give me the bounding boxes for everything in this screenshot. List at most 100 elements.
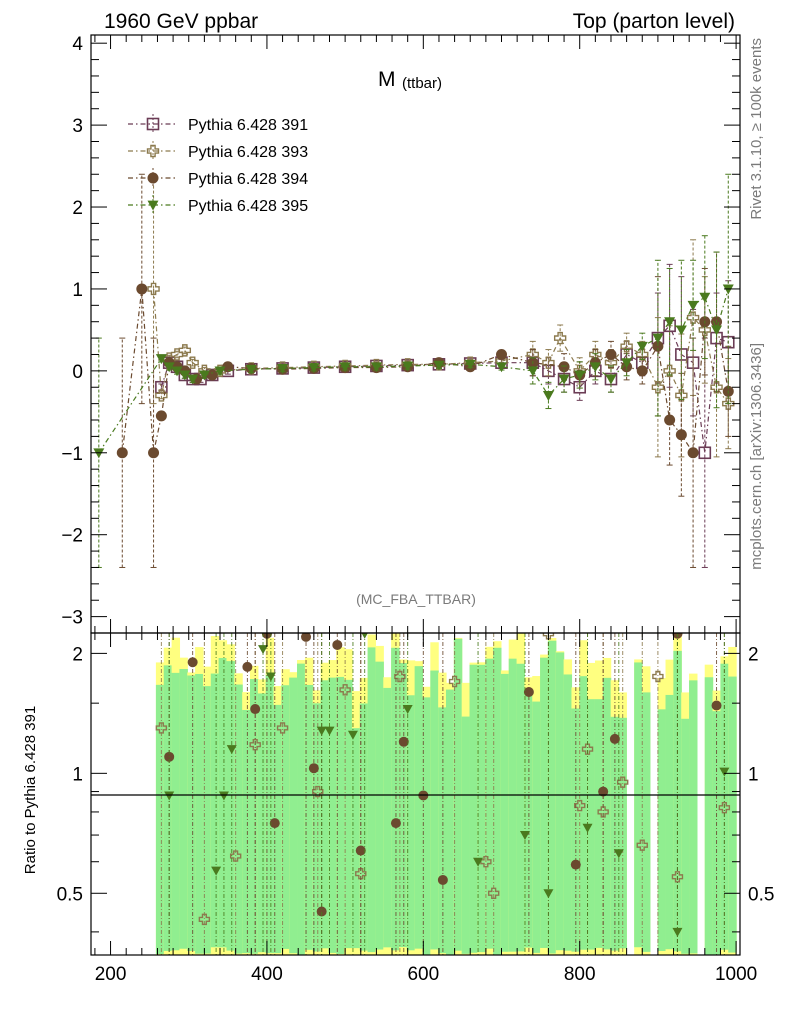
y-tick-label-main: 4 <box>72 34 83 55</box>
data-point <box>589 362 601 373</box>
ratio-band-green <box>359 703 369 951</box>
y-tick-label-ratio-right: 1 <box>748 764 759 785</box>
legend-marker <box>146 117 160 131</box>
ratio-band-green <box>179 669 188 949</box>
ratio-point <box>519 831 530 841</box>
ratio-band-green <box>187 675 196 952</box>
ratio-band-green <box>438 707 447 954</box>
ratio-point <box>636 839 648 851</box>
ratio-band-green <box>445 689 455 955</box>
ratio-point <box>718 801 731 814</box>
ratio-band-green <box>430 670 439 950</box>
ratio-point <box>229 850 242 862</box>
ratio-point <box>582 823 593 833</box>
ratio-point <box>269 818 280 829</box>
ratio-band-green <box>163 665 173 951</box>
data-point <box>163 362 175 373</box>
ratio-band-green <box>398 663 408 948</box>
ratio-point <box>301 633 312 642</box>
data-point <box>605 374 617 385</box>
data-point <box>675 389 688 402</box>
ratio-point <box>226 745 237 755</box>
ratio-band-green <box>351 728 361 949</box>
data-point <box>93 448 105 459</box>
ratio-band-green <box>406 695 416 951</box>
ratio-point <box>316 906 327 917</box>
data-point <box>433 360 445 371</box>
ratio-band-green <box>344 679 353 949</box>
ratio-band-green <box>594 699 604 948</box>
ratio-point <box>250 704 261 715</box>
data-point <box>464 359 476 370</box>
ratio-band-green <box>281 685 290 949</box>
ratio-point <box>249 738 261 751</box>
ratio-point <box>276 722 289 734</box>
ratio-point <box>332 639 343 650</box>
ratio-point <box>308 763 319 774</box>
ratio-point <box>617 776 629 788</box>
header-right: Top (parton level) <box>573 10 735 33</box>
ratio-point <box>487 887 500 899</box>
ratio-band-green <box>265 674 275 954</box>
legend-label: Pythia 6.428 394 <box>188 171 308 188</box>
x-tick-label: 1000 <box>715 964 757 985</box>
data-point <box>245 364 257 375</box>
ratio-point <box>361 633 368 639</box>
data-point <box>542 391 554 401</box>
data-point <box>698 323 712 337</box>
ratio-point <box>324 726 335 736</box>
ratio-band-green <box>273 704 282 954</box>
ratio-band-green <box>555 652 565 951</box>
main-data <box>93 173 735 568</box>
ratio-band-green <box>218 658 228 948</box>
ratio-ylabel: Ratio to Pythia 6.428 391 <box>22 706 39 874</box>
ratio-band-green <box>312 703 322 952</box>
ratio-band-green <box>171 672 181 951</box>
data-point <box>308 363 320 374</box>
y-tick-label-ratio: 2 <box>72 644 83 665</box>
ratio-band-green <box>242 709 251 954</box>
ratio-point <box>390 818 401 829</box>
ratio-point <box>402 705 413 715</box>
ratio-band-green <box>508 658 518 952</box>
data-point <box>620 340 633 353</box>
legend-marker <box>147 172 159 184</box>
data-point <box>687 447 699 459</box>
x-tick-label: 200 <box>95 964 127 985</box>
data-point <box>178 344 192 357</box>
mcplots-label: mcplots.cern.ch [arXiv:1306.3436] <box>748 343 765 570</box>
ratio-band-green <box>704 677 714 955</box>
ratio-band-green <box>391 647 400 951</box>
data-point <box>687 300 699 311</box>
ratio-band-green <box>477 664 486 953</box>
y-tick-label-ratio-right: 0.5 <box>748 884 774 905</box>
data-point <box>722 284 734 295</box>
y-tick-label-ratio-right: 2 <box>748 644 759 665</box>
ratio-band-green <box>375 661 384 950</box>
data-point <box>542 356 555 369</box>
ratio-point <box>198 913 211 926</box>
data-point <box>496 362 508 373</box>
data-point <box>604 356 618 369</box>
data-point <box>605 348 617 360</box>
ratio-band-green <box>320 680 329 949</box>
data-point <box>636 365 648 377</box>
ratio-point <box>652 670 664 683</box>
ratio-point <box>597 806 609 818</box>
legend-label: Pythia 6.428 393 <box>188 144 308 161</box>
ratio-band-green <box>414 666 424 949</box>
data-point <box>155 389 168 402</box>
ratio-point <box>719 767 730 777</box>
axes: 200 400 600 800 1000 −3 −2 −1 0 1 2 3 4 0.5 0.5 1 1 2 2 <box>57 34 775 985</box>
ratio-bands <box>155 633 737 955</box>
ratio-point <box>218 791 229 801</box>
legend-marker <box>146 144 160 158</box>
y-tick-label-main: −3 <box>61 608 83 629</box>
data-point <box>636 348 649 361</box>
data-point <box>116 447 128 459</box>
data-point <box>206 369 218 381</box>
ratio-band-green <box>422 697 431 955</box>
data-point <box>574 370 586 381</box>
series-line <box>152 288 729 404</box>
